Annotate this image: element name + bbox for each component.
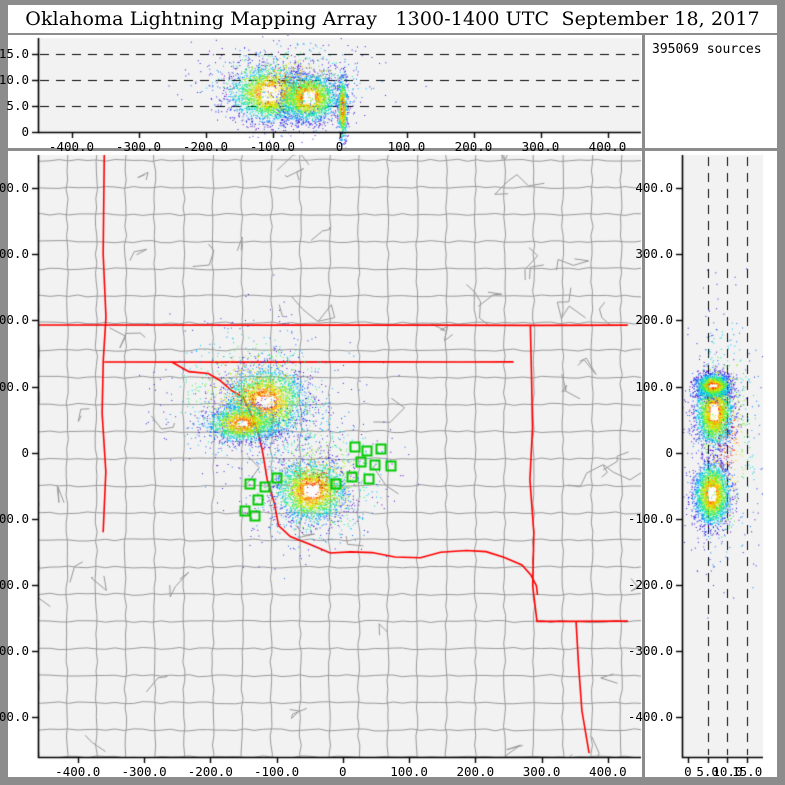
altitude-vs-north-south-plot bbox=[645, 151, 777, 777]
axis-tick-label: 5.0 bbox=[6, 97, 29, 113]
page-title: Oklahoma Lightning Mapping Array 1300-14… bbox=[25, 8, 760, 30]
axis-tick-label: 400.0 bbox=[588, 139, 627, 154]
axis-tick-label: 10.0 bbox=[712, 764, 743, 779]
axis-tick-label: 400.0 bbox=[635, 180, 673, 196]
axis-tick-label: 400.0 bbox=[0, 180, 29, 196]
axis-tick-label: -400.0 bbox=[48, 139, 95, 154]
panel-plan-view-map: -400.0 -300.0 -200.0 -100.0 0 100.0 200.0 300.0… bbox=[0, 151, 642, 779]
axis-tick-label: 300.0 bbox=[521, 139, 560, 154]
axis-tick-label: -300.0 bbox=[627, 643, 673, 659]
axis-tick-label: -300.0 bbox=[0, 643, 29, 659]
axis-tick-label: -200.0 bbox=[0, 577, 29, 592]
source-count-label: 395069 sources bbox=[652, 42, 762, 57]
axis-tick-label: 400.0 bbox=[589, 764, 627, 779]
panel-source-count: 395069 sources bbox=[645, 35, 777, 148]
altitude-vs-east-west-plot bbox=[8, 35, 642, 148]
axis-tick-label: -400.0 bbox=[627, 709, 673, 725]
axis-tick-label: 15.0 bbox=[0, 45, 29, 61]
figure-title-bar: Oklahoma Lightning Mapping Array 1300-14… bbox=[8, 5, 777, 33]
axis-tick-label: 0 bbox=[339, 764, 347, 779]
axis-tick-label: -200.0 bbox=[187, 764, 233, 779]
axis-tick-label: 0 bbox=[335, 139, 344, 154]
axis-tick-label: -300.0 bbox=[121, 764, 167, 779]
axis-tick-label: 10.0 bbox=[0, 71, 29, 87]
axis-tick-label: 0 bbox=[21, 444, 29, 460]
axis-tick-label: 0 bbox=[21, 124, 29, 139]
axis-tick-label: -300.0 bbox=[115, 139, 162, 154]
axis-tick-label: -100.0 bbox=[249, 139, 296, 154]
axis-tick-label: 0 bbox=[684, 764, 692, 779]
axis-tick-label: -400.0 bbox=[55, 764, 101, 779]
axis-tick-label: 100.0 bbox=[0, 378, 29, 394]
plan-view-map-plot bbox=[8, 151, 642, 777]
axis-tick-label: -100.0 bbox=[627, 510, 673, 526]
axis-tick-label: 300.0 bbox=[635, 246, 673, 262]
axis-tick-label: 100.0 bbox=[635, 378, 673, 394]
axis-tick-label: 15.0 bbox=[732, 764, 763, 779]
axis-tick-label: -400.0 bbox=[0, 709, 29, 725]
axis-tick-label: -200.0 bbox=[627, 577, 673, 592]
axis-tick-label: 300.0 bbox=[522, 764, 561, 779]
axis-tick-label: 100.0 bbox=[390, 764, 428, 779]
axis-tick-label: 100.0 bbox=[387, 139, 426, 154]
axis-tick-label: 200.0 bbox=[0, 312, 29, 328]
axis-tick-label: 0 bbox=[665, 444, 673, 460]
axis-tick-label: -200.0 bbox=[182, 139, 229, 154]
axis-tick-label: 200.0 bbox=[454, 139, 493, 154]
axis-tick-label: 200.0 bbox=[635, 312, 673, 328]
axis-tick-label: -100.0 bbox=[253, 764, 300, 779]
panel-altitude-vs-north-south: -400.0 -300.0 -200.0 -100.0 0 100.0 200.0 300.0… bbox=[628, 151, 777, 779]
axis-tick-label: -100.0 bbox=[0, 510, 29, 526]
axis-tick-label: 200.0 bbox=[456, 764, 495, 779]
axis-tick-label: 300.0 bbox=[0, 246, 29, 262]
panel-altitude-vs-east-west: 0 5.0 10.0 15.0 -400.0 -300.0 -200.0 -100.0 0 100… bbox=[0, 35, 642, 154]
axis-tick-label: 5.0 bbox=[696, 764, 719, 779]
